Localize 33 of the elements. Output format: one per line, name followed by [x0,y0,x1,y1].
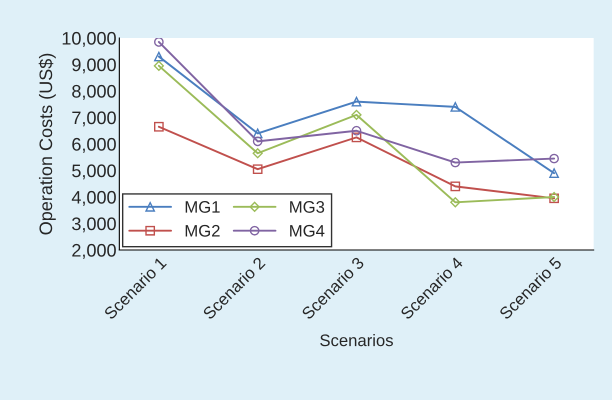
y-tick-label: 9,000 [72,58,116,74]
legend-label: MG3 [290,201,324,213]
point [154,122,164,132]
point [450,182,460,192]
point [549,168,559,178]
y-tick-label: 2,000 [72,244,116,259]
point [549,154,559,164]
point [252,136,263,146]
y-tick-label: 5,000 [72,164,116,180]
point [154,60,164,71]
y-tick-label: 3,000 [72,217,116,232]
legend-label: MG2 [186,224,220,237]
y-tick-label: 8,000 [72,84,116,100]
y-axis-title: Operation Costs (US$) [38,54,56,234]
point [252,164,263,174]
point [352,96,362,106]
y-tick-label: 6,000 [72,138,116,153]
point [351,110,362,120]
point [252,128,263,138]
point [252,148,263,158]
point [450,197,460,208]
point [352,132,362,142]
legend-label: MG1 [186,201,220,213]
y-tick-label: 4,000 [72,190,116,206]
point [154,38,164,47]
y-tick-label: 7,000 [72,111,116,126]
x-axis-title: Scenarios [320,334,393,346]
legend-label: MG4 [290,224,324,237]
point [154,52,164,62]
point [450,158,460,168]
point [450,102,460,112]
point [352,126,362,136]
y-tick-label: 10,000 [62,32,116,47]
